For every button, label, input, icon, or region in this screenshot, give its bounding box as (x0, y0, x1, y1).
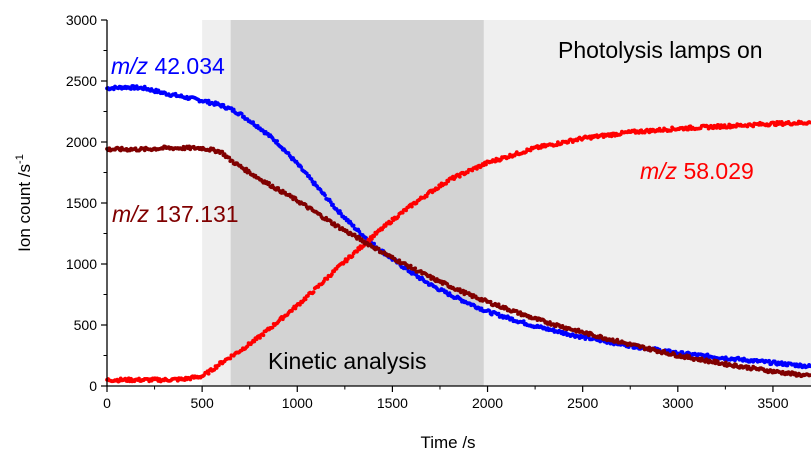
label-series-58-029: m/z 58.029 (640, 158, 754, 184)
data-point (514, 309, 519, 313)
data-point (457, 287, 462, 291)
data-point (258, 336, 262, 340)
data-point (267, 181, 271, 185)
data-point (484, 162, 488, 167)
label-series-137-131-num: 137.131 (149, 201, 239, 227)
data-point (270, 325, 275, 330)
data-point (299, 165, 303, 169)
y-tick-label: 2500 (66, 73, 97, 89)
data-point (680, 350, 685, 354)
data-point (808, 364, 811, 369)
data-point (206, 98, 211, 103)
data-point (251, 120, 256, 124)
data-point (372, 241, 376, 246)
data-point (488, 299, 493, 304)
data-point (408, 263, 413, 268)
data-point (331, 202, 335, 207)
label-series-58-029-num: 58.029 (677, 158, 754, 184)
data-point (228, 356, 233, 361)
data-point (615, 337, 620, 342)
x-tick-label: 3500 (757, 395, 788, 411)
data-point (252, 339, 257, 344)
y-tick-label: 2000 (66, 134, 97, 150)
data-point (275, 139, 279, 143)
data-point (261, 333, 266, 338)
data-point (328, 219, 333, 224)
data-point (220, 149, 225, 154)
data-point (686, 127, 690, 132)
x-tick-label: 2000 (472, 395, 503, 411)
data-point (370, 237, 374, 241)
shaded-regions (202, 20, 811, 386)
data-point (444, 181, 448, 186)
series-1 (105, 144, 811, 379)
data-point (372, 234, 376, 239)
annotation-kinetic-analysis: Kinetic analysis (268, 348, 427, 374)
data-point (767, 358, 771, 363)
y-tick-label: 1000 (66, 256, 97, 272)
data-point (389, 220, 394, 225)
annotation-photolysis-lamps-on: Photolysis lamps on (558, 37, 763, 63)
label-series-42-034: m/z 42.034 (111, 53, 225, 79)
data-point (311, 290, 316, 294)
y-tick-label: 0 (89, 378, 97, 394)
data-point (376, 246, 381, 251)
data-point (808, 120, 811, 125)
data-point (397, 258, 402, 263)
data-point (779, 360, 784, 365)
data-point (239, 111, 244, 116)
data-point (457, 174, 462, 179)
y-tick-label: 1500 (66, 195, 97, 211)
data-point (521, 319, 526, 324)
label-series-137-131: m/z 137.131 (112, 201, 239, 227)
x-tick-label: 3000 (662, 395, 693, 411)
data-point (336, 224, 341, 228)
x-tick-label: 2500 (567, 395, 598, 411)
x-tick-label: 1500 (377, 395, 408, 411)
y-axis-title: Ion count /s-1 (14, 154, 34, 252)
data-point (808, 373, 811, 378)
label-series-42-034-num: 42.034 (148, 53, 225, 79)
series-2 (105, 119, 811, 384)
data-point (548, 320, 552, 324)
data-point (330, 272, 334, 277)
data-point (332, 221, 337, 226)
data-point (328, 200, 333, 205)
x-tick-label: 500 (190, 395, 214, 411)
x-tick-label: 1000 (282, 395, 313, 411)
y-tick-label: 3000 (66, 12, 97, 28)
data-point (496, 311, 501, 316)
data-point (303, 297, 308, 302)
x-tick-label: 0 (103, 395, 111, 411)
data-point (323, 193, 327, 198)
data-point (351, 223, 356, 228)
data-point (350, 254, 355, 259)
y-axis-title-superscript: -1 (14, 154, 26, 164)
data-point (413, 266, 418, 271)
data-point (409, 204, 414, 209)
data-point (129, 87, 133, 91)
data-point (751, 124, 756, 129)
data-point (396, 214, 400, 219)
axes: 0 500 1000 1500 2000 2500 3000 3500 0 500 1000 1500… (66, 12, 811, 411)
data-point (723, 360, 728, 365)
data-point (298, 302, 302, 307)
x-axis-title: Time /s (420, 433, 475, 452)
data-point (206, 371, 211, 376)
data-point (217, 363, 221, 368)
data-point (227, 155, 232, 160)
data-points (105, 84, 811, 384)
data-point (325, 277, 330, 281)
label-series-58-029-ital: m/z (640, 158, 678, 184)
y-axis-title-main: Ion count /s (15, 164, 34, 252)
data-point (222, 152, 227, 157)
data-point (496, 302, 501, 307)
label-series-42-034-ital: m/z (111, 53, 149, 79)
data-point (714, 126, 719, 130)
y-tick-label: 500 (74, 317, 98, 333)
label-series-137-131-ital: m/z (112, 201, 150, 227)
